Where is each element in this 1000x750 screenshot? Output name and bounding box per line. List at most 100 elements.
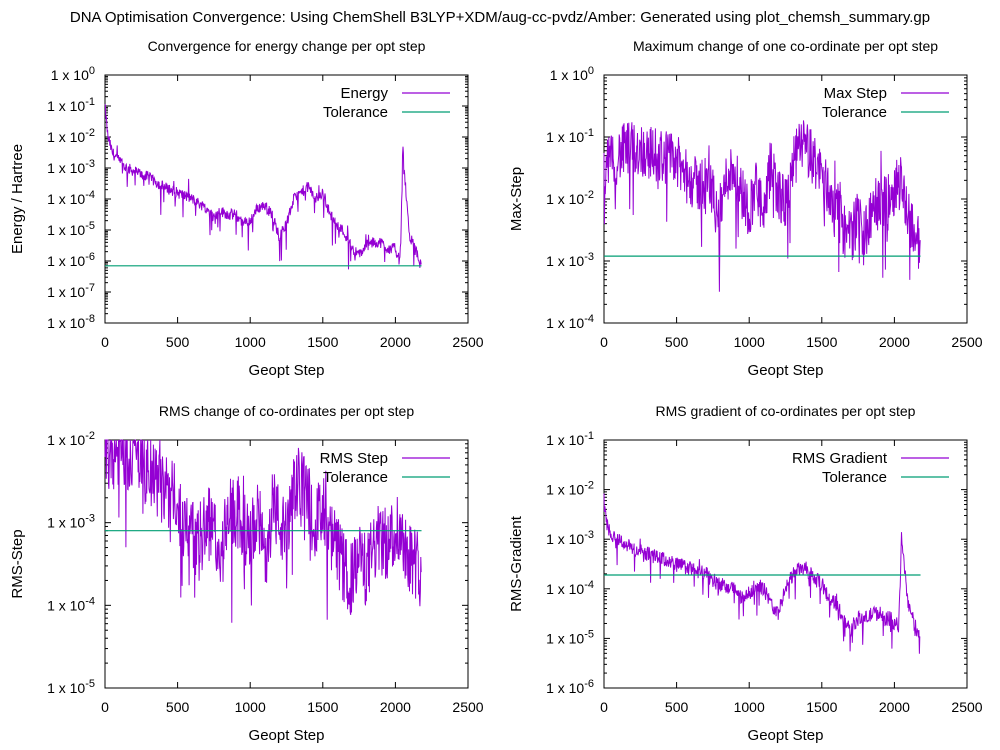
x-tick-label: 0 xyxy=(600,699,608,715)
y-tick-base: 1 x 10 xyxy=(546,581,584,597)
x-axis-label: Geopt Step xyxy=(748,727,824,744)
y-tick-exponent: -6 xyxy=(85,251,95,263)
y-tick-base: 1 x 10 xyxy=(47,284,85,300)
x-tick-label: 500 xyxy=(665,334,689,350)
y-tick-exponent: -3 xyxy=(85,158,95,170)
legend-label: Tolerance xyxy=(323,469,388,486)
x-axis-label: Geopt Step xyxy=(748,362,824,379)
y-axis-label: Energy / Hartree xyxy=(9,144,26,254)
y-tick-label: 1 x 10-1 xyxy=(546,430,594,448)
y-tick-exponent: -5 xyxy=(85,220,95,232)
y-tick-label: 1 x 10-5 xyxy=(546,628,594,646)
y-tick-exponent: -2 xyxy=(584,480,594,492)
y-tick-exponent: -4 xyxy=(584,579,594,591)
chart-panel-4: RMS gradient of co-ordinates per opt ste… xyxy=(508,403,983,744)
y-tick-label: 1 x 10-7 xyxy=(47,282,95,300)
y-tick-label: 1 x 100 xyxy=(51,65,95,83)
legend-label: Tolerance xyxy=(822,104,887,121)
y-tick-exponent: 0 xyxy=(588,65,594,77)
series-line-rms-step xyxy=(104,439,422,623)
y-tick-label: 1 x 10-2 xyxy=(546,189,594,207)
y-tick-base: 1 x 10 xyxy=(546,680,584,696)
series-line-energy xyxy=(104,104,422,270)
y-tick-base: 1 x 10 xyxy=(546,482,584,498)
y-tick-label: 1 x 10-3 xyxy=(47,513,95,531)
x-tick-label: 2500 xyxy=(951,334,982,350)
y-tick-label: 1 x 10-6 xyxy=(47,251,95,269)
y-tick-label: 1 x 10-4 xyxy=(546,313,594,331)
y-tick-exponent: -1 xyxy=(584,127,594,139)
x-tick-label: 1500 xyxy=(307,334,338,350)
y-tick-base: 1 x 10 xyxy=(546,531,584,547)
y-tick-base: 1 x 10 xyxy=(546,432,584,448)
y-tick-base: 1 x 10 xyxy=(47,432,85,448)
y-tick-base: 1 x 10 xyxy=(47,191,85,207)
y-tick-base: 1 x 10 xyxy=(47,253,85,269)
y-tick-label: 1 x 10-3 xyxy=(546,251,594,269)
y-tick-base: 1 x 10 xyxy=(47,160,85,176)
y-tick-label: 1 x 10-4 xyxy=(47,595,95,613)
y-tick-label: 1 x 10-1 xyxy=(546,127,594,145)
y-tick-label: 1 x 10-6 xyxy=(546,678,594,696)
y-tick-base: 1 x 10 xyxy=(546,191,584,207)
x-axis-label: Geopt Step xyxy=(249,362,325,379)
x-tick-label: 2500 xyxy=(951,699,982,715)
x-tick-label: 2000 xyxy=(879,699,910,715)
x-tick-label: 1000 xyxy=(235,699,266,715)
x-tick-label: 500 xyxy=(166,699,190,715)
y-tick-exponent: -4 xyxy=(85,595,95,607)
plot-frame xyxy=(104,439,469,689)
y-tick-exponent: -2 xyxy=(85,127,95,139)
x-tick-label: 1000 xyxy=(734,334,765,350)
x-tick-label: 500 xyxy=(665,699,689,715)
x-tick-label: 0 xyxy=(600,334,608,350)
y-tick-label: 1 x 10-2 xyxy=(546,480,594,498)
legend-label: Energy xyxy=(340,85,388,102)
x-tick-label: 500 xyxy=(166,334,190,350)
y-tick-base: 1 x 10 xyxy=(546,630,584,646)
y-tick-exponent: -6 xyxy=(584,678,594,690)
y-tick-base: 1 x 10 xyxy=(546,253,584,269)
chart-title: Convergence for energy change per opt st… xyxy=(148,38,426,54)
y-tick-exponent: -3 xyxy=(584,529,594,541)
y-tick-label: 1 x 100 xyxy=(550,65,594,83)
y-tick-exponent: -4 xyxy=(85,189,95,201)
y-tick-exponent: -5 xyxy=(85,678,95,690)
plot-frame xyxy=(603,439,968,689)
y-tick-exponent: -8 xyxy=(85,313,95,325)
y-tick-base: 1 x 10 xyxy=(47,597,85,613)
y-tick-label: 1 x 10-5 xyxy=(47,220,95,238)
series-line-max-step xyxy=(603,120,921,292)
legend-label: Tolerance xyxy=(323,104,388,121)
y-tick-base: 1 x 10 xyxy=(546,315,584,331)
y-tick-base: 1 x 10 xyxy=(550,67,588,83)
x-tick-label: 2000 xyxy=(879,334,910,350)
y-tick-base: 1 x 10 xyxy=(47,680,85,696)
y-tick-base: 1 x 10 xyxy=(51,67,89,83)
y-tick-exponent: -1 xyxy=(584,430,594,442)
y-axis-label: RMS-Gradient xyxy=(508,515,525,612)
y-tick-base: 1 x 10 xyxy=(47,129,85,145)
legend-label: RMS Step xyxy=(320,450,388,467)
x-tick-label: 0 xyxy=(101,334,109,350)
x-tick-label: 0 xyxy=(101,699,109,715)
y-tick-exponent: -7 xyxy=(85,282,95,294)
x-tick-label: 1000 xyxy=(734,699,765,715)
y-tick-exponent: -3 xyxy=(85,513,95,525)
y-tick-base: 1 x 10 xyxy=(47,222,85,238)
y-tick-label: 1 x 10-2 xyxy=(47,127,95,145)
y-tick-exponent: 0 xyxy=(89,65,95,77)
y-axis-label: Max-Step xyxy=(508,167,525,231)
x-axis-label: Geopt Step xyxy=(249,727,325,744)
y-tick-base: 1 x 10 xyxy=(47,98,85,114)
x-tick-label: 2000 xyxy=(380,699,411,715)
chart-panel-2: Maximum change of one co-ordinate per op… xyxy=(508,38,983,379)
y-tick-base: 1 x 10 xyxy=(47,515,85,531)
figure-title: DNA Optimisation Convergence: Using Chem… xyxy=(70,9,930,26)
x-tick-label: 1500 xyxy=(307,699,338,715)
chart-title: RMS change of co-ordinates per opt step xyxy=(159,403,414,419)
x-tick-label: 1500 xyxy=(806,334,837,350)
x-tick-label: 1000 xyxy=(235,334,266,350)
